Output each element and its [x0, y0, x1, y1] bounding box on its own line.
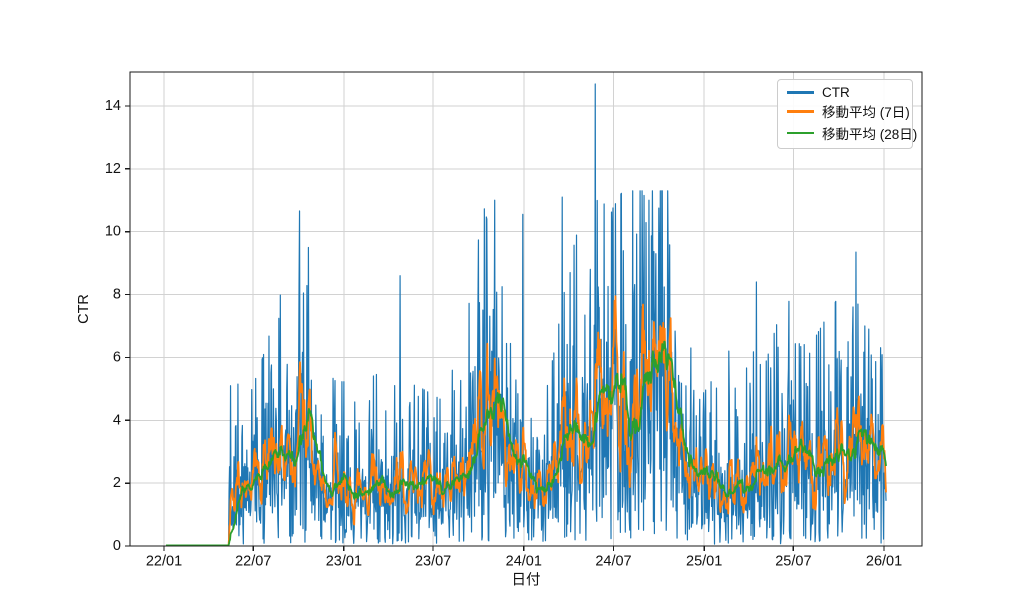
plot-border [129, 71, 923, 547]
x-tick-label: 25/07 [775, 554, 811, 570]
series-ma28-line [165, 340, 887, 547]
legend-label-ma7: 移動平均 (7日) [822, 105, 910, 121]
legend-line-ctr-icon [787, 91, 814, 94]
y-tick-label: 2 [113, 475, 121, 491]
legend-label-ctr: CTR [822, 84, 850, 100]
y-tick-label: 14 [105, 98, 121, 114]
x-tick-label: 24/07 [595, 554, 631, 570]
legend-line-ma7-icon [787, 110, 814, 113]
y-tick-label: 10 [105, 224, 121, 240]
x-tick-label: 23/01 [326, 554, 362, 570]
y-tick-label: 8 [113, 287, 121, 303]
y-axis-label: CTR [76, 294, 92, 324]
series-ma7-line [165, 295, 887, 547]
legend-item-ma28: 移動平均 (28日) [787, 123, 917, 143]
y-tick-label: 12 [105, 161, 121, 177]
y-tick-label: 4 [113, 412, 121, 428]
x-tick-label: 26/01 [866, 554, 902, 570]
x-tick-label: 22/01 [146, 554, 182, 570]
legend-label-ma28: 移動平均 (28日) [822, 127, 918, 143]
x-tick-label: 22/07 [235, 554, 271, 570]
y-tick-label: 6 [113, 349, 121, 365]
legend-line-ma28-icon [787, 131, 814, 135]
legend-item-ctr: CTR [787, 85, 903, 100]
x-axis-label: 日付 [511, 572, 541, 589]
legend-item-ma7: 移動平均 (7日) [787, 101, 910, 121]
y-tick-label: 0 [113, 538, 121, 554]
x-tick-label: 24/01 [506, 554, 542, 570]
legend: CTR 移動平均 (7日) 移動平均 (28日) [777, 79, 917, 149]
x-tick-label: 23/07 [415, 554, 451, 570]
x-tick-label: 25/01 [686, 554, 722, 570]
